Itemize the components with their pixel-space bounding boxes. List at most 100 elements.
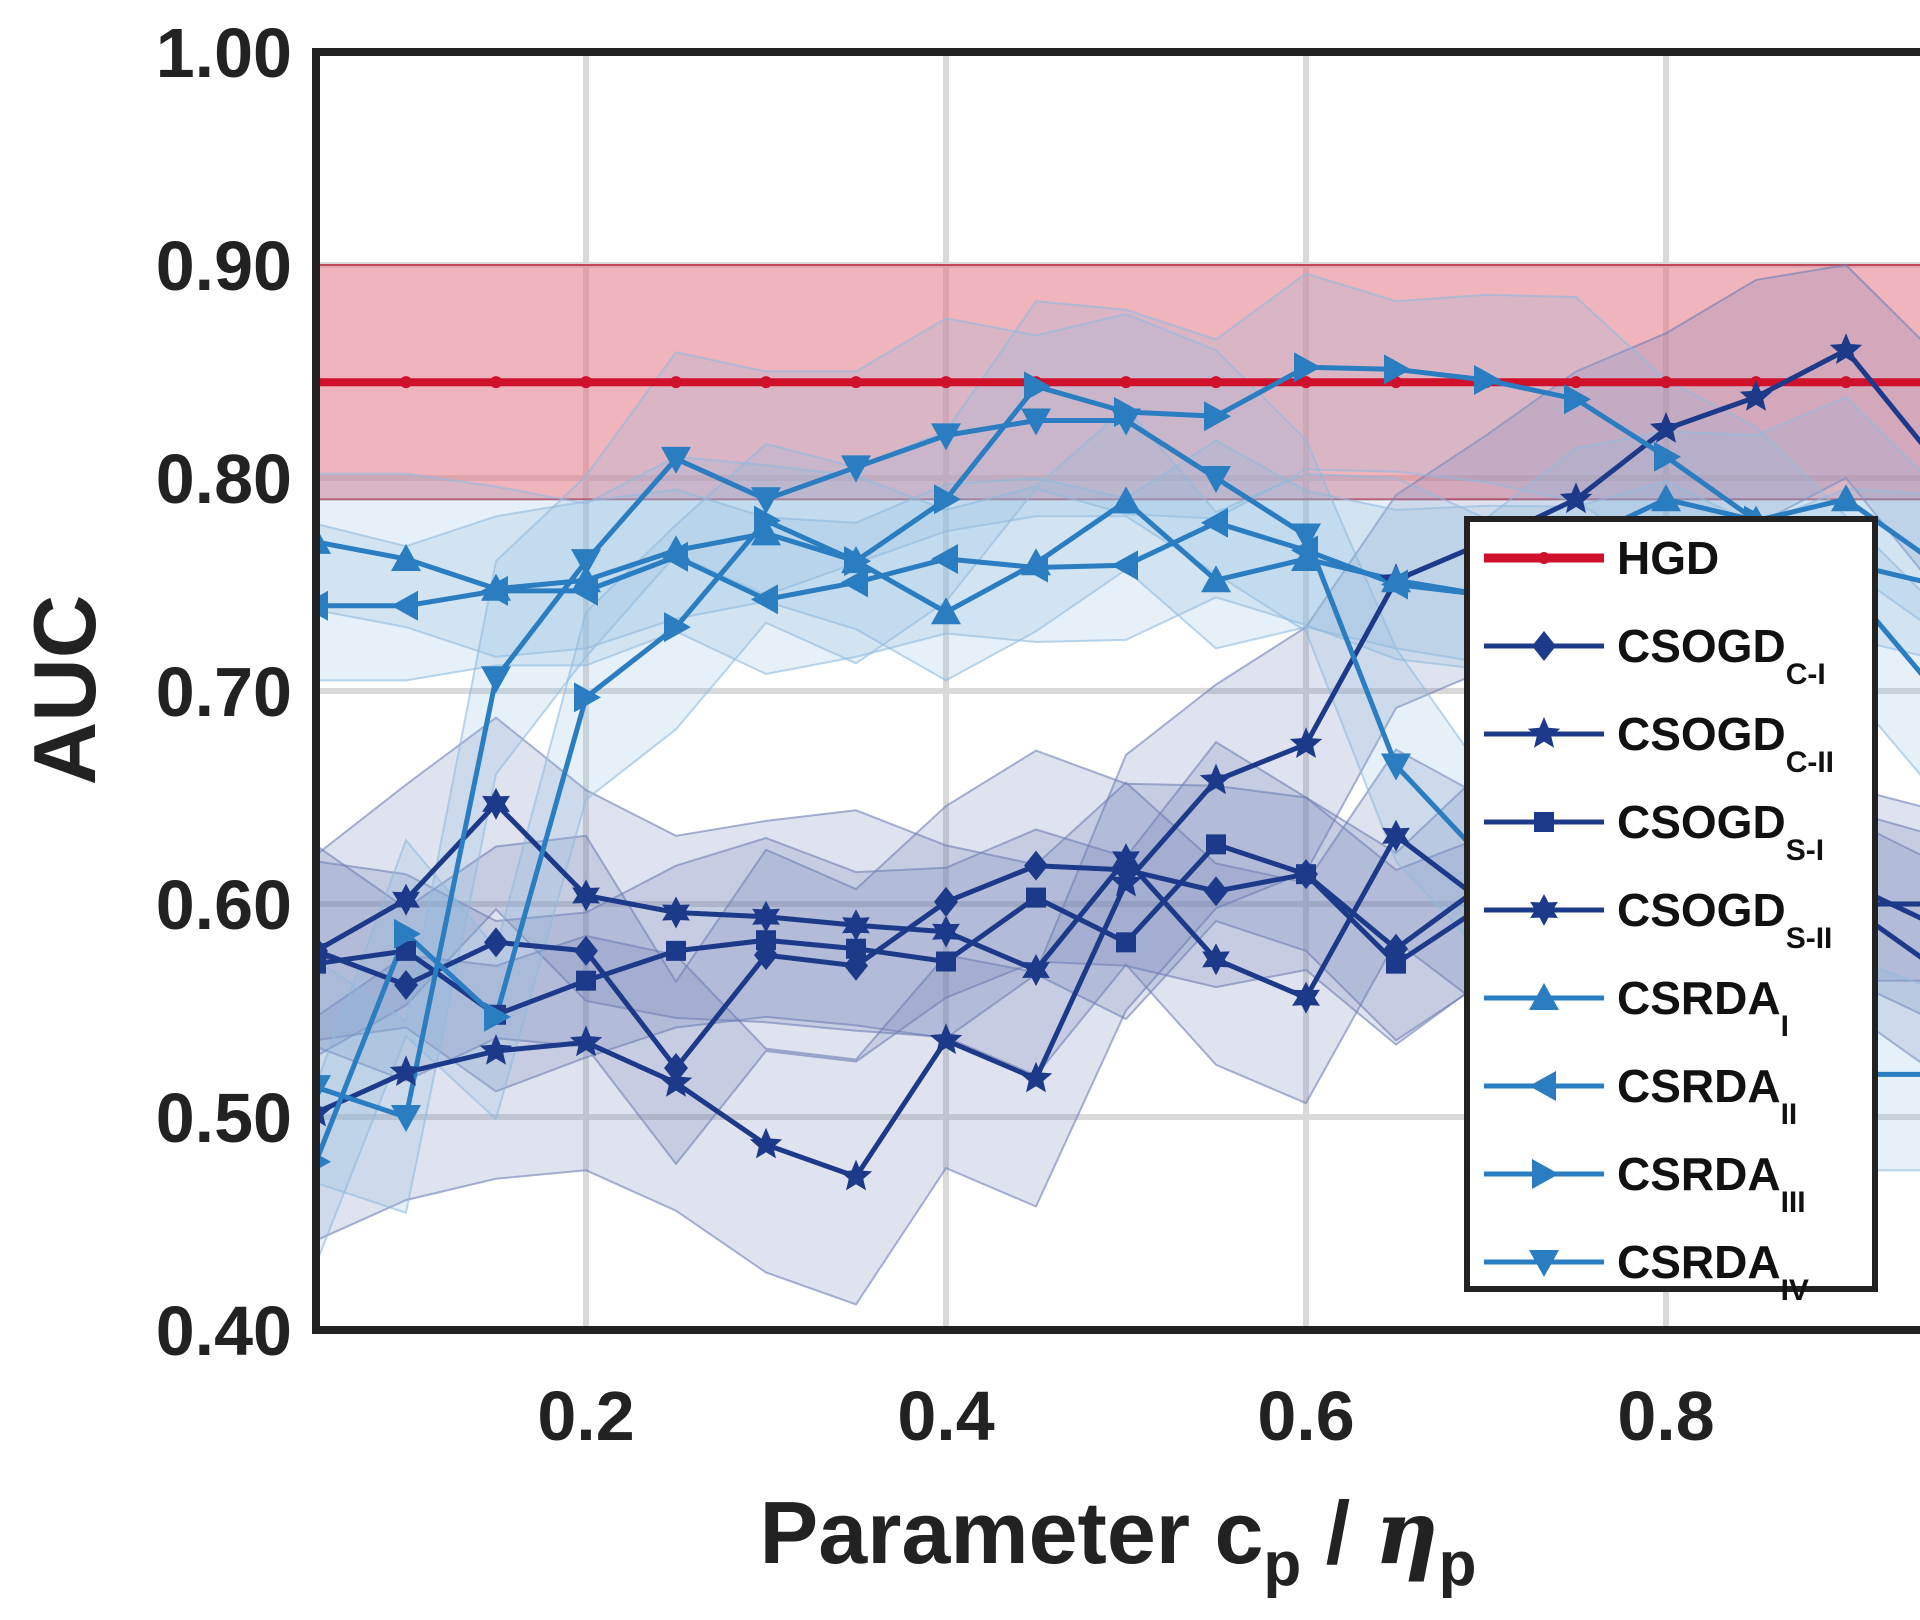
x-axis-title-greek: η <box>1375 1480 1439 1584</box>
marker-CSOGD_S-I-12 <box>1386 953 1406 974</box>
marker-CSRDA_IV-6 <box>841 455 871 483</box>
marker-CSRDA_II-1 <box>391 590 418 621</box>
marker-CSOGD_S-I-6 <box>846 938 866 959</box>
marker-CSRDA_II-2 <box>481 575 508 606</box>
marker-CSRDA_IV-9 <box>1111 408 1141 436</box>
legend-label-main-CSRDA_I: CSRDA <box>1617 972 1781 1024</box>
legend-label-sub-CSRDA_I: I <box>1781 1010 1789 1043</box>
y-tick-label-4: 0.80 <box>156 440 292 518</box>
marker-CSRDA_III-4 <box>664 612 691 643</box>
marker-HGD-15 <box>1660 376 1672 389</box>
marker-CSOGD_C-II-4 <box>659 1065 693 1097</box>
marker-CSOGD_S-I-9 <box>1116 932 1136 953</box>
plot-area-frame <box>312 48 1920 1334</box>
y-tick-label-0: 0.40 <box>156 1292 292 1370</box>
legend-label-CSOGD_C-II: CSOGDC-II <box>1617 708 1834 779</box>
legend-marker-CSRDA_IV <box>1529 1250 1559 1277</box>
marker-HGD-11 <box>1300 376 1312 389</box>
marker-CSOGD_C-I-1 <box>394 969 418 1000</box>
legend-label-sub-CSRDA_III: III <box>1781 1186 1806 1219</box>
marker-CSRDA_I-17 <box>1831 484 1861 512</box>
y-tick-label-2: 0.60 <box>156 866 292 944</box>
legend-label-sub-CSRDA_II: II <box>1781 1098 1798 1131</box>
marker-CSOGD_C-I-10 <box>1204 876 1228 907</box>
marker-HGD-14 <box>1570 376 1582 389</box>
marker-CSOGD_S-II-11 <box>1292 981 1320 1014</box>
legend-marker-CSRDA_II <box>1529 1071 1556 1101</box>
legend-label-main-CSOGD_C-II: CSOGD <box>1617 708 1786 760</box>
marker-CSRDA_I-5 <box>751 518 781 546</box>
marker-CSOGD_C-II-9 <box>1109 865 1143 897</box>
marker-HGD-7 <box>940 376 952 389</box>
marker-CSRDA_IV-10 <box>1201 466 1231 493</box>
marker-CSRDA_III-14 <box>1564 384 1591 415</box>
marker-CSOGD_C-I-7 <box>934 886 958 917</box>
x-axis-title-sub1: p <box>1263 1530 1301 1599</box>
marker-CSRDA_I-15 <box>1651 484 1681 512</box>
marker-CSRDA_II-4 <box>661 541 688 572</box>
marker-CSOGD_S-II-5 <box>752 900 780 933</box>
marker-CSRDA_III-3 <box>574 682 601 713</box>
marker-HGD-2 <box>490 376 502 389</box>
marker-CSRDA_I-9 <box>1111 486 1141 514</box>
legend-label-main-CSOGD_S-I: CSOGD <box>1617 796 1786 848</box>
marker-CSRDA_IV-7 <box>931 423 961 451</box>
marker-CSOGD_S-I-10 <box>1206 834 1226 855</box>
legend-label-CSOGD_S-I: CSOGDS-I <box>1617 796 1824 867</box>
marker-CSRDA_III-12 <box>1384 354 1411 385</box>
legend-label-CSRDA_IV: CSRDAIV <box>1617 1236 1809 1307</box>
marker-CSOGD_C-I-2 <box>484 927 508 958</box>
marker-CSOGD_S-II-12 <box>1382 819 1410 852</box>
marker-CSRDA_II-6 <box>841 567 868 598</box>
marker-CSOGD_S-II-7 <box>932 915 960 948</box>
legend-marker-CSRDA_I <box>1529 983 1559 1010</box>
marker-CSRDA_II-5 <box>751 584 778 615</box>
marker-CSRDA_IV-8 <box>1021 408 1051 436</box>
marker-CSOGD_S-II-4 <box>662 896 690 929</box>
marker-CSOGD_C-II-2 <box>479 1034 513 1065</box>
marker-HGD-10 <box>1210 376 1222 389</box>
y-tick-label-6: 1.00 <box>156 14 292 92</box>
marker-CSRDA_III-7 <box>934 484 961 515</box>
y-tick-label-5: 0.90 <box>156 227 292 305</box>
marker-CSRDA_II-8 <box>1021 552 1048 583</box>
marker-CSRDA_IV-5 <box>751 487 781 515</box>
marker-CSOGD_C-I-8 <box>1024 850 1048 881</box>
marker-HGD-4 <box>670 376 682 389</box>
marker-CSOGD_S-I-8 <box>1026 887 1046 908</box>
legend-label-CSOGD_C-I: CSOGDC-I <box>1617 620 1826 691</box>
legend-label-sub-CSOGD_S-II: S-II <box>1786 922 1833 955</box>
marker-CSOGD_C-II-10 <box>1199 763 1233 795</box>
legend-label-CSOGD_S-II: CSOGDS-II <box>1617 884 1832 955</box>
marker-CSOGD_C-II-3 <box>569 1025 603 1057</box>
legend-marker-CSOGD_C-II <box>1527 717 1561 748</box>
legend-label-sub-CSRDA_IV: IV <box>1781 1274 1809 1307</box>
legend: HGDCSOGDC-ICSOGDC-IICSOGDS-ICSOGDS-IICSR… <box>1464 516 1878 1307</box>
y-tick-labels: 0.40 0.50 0.60 0.70 0.80 0.90 1.00 <box>156 14 292 1370</box>
marker-CSOGD_S-I-5 <box>756 930 776 951</box>
marker-CSRDA_III-15 <box>1654 441 1681 472</box>
y-tick-label-1: 0.50 <box>156 1079 292 1157</box>
legend-label-HGD: HGD <box>1617 532 1719 584</box>
marker-CSOGD_S-I-0 <box>316 953 326 974</box>
legend-label-sub-CSOGD_C-I: C-I <box>1786 658 1826 691</box>
marker-CSOGD_S-II-6 <box>842 909 870 942</box>
marker-CSOGD_C-II-15 <box>1649 412 1683 443</box>
marker-CSRDA_III-13 <box>1474 365 1501 396</box>
marker-CSRDA_IV-12 <box>1381 753 1411 781</box>
marker-CSOGD_S-I-1 <box>396 940 416 961</box>
legend-label-main-CSRDA_II: CSRDA <box>1617 1060 1781 1112</box>
marker-CSRDA_I-10 <box>1201 565 1231 593</box>
marker-CSOGD_C-II-1 <box>389 1055 423 1086</box>
marker-CSOGD_C-II-6 <box>839 1159 873 1191</box>
marker-CSOGD_C-II-17 <box>1829 333 1863 364</box>
legend-label-main-CSRDA_III: CSRDA <box>1617 1148 1781 1200</box>
marker-CSRDA_II-7 <box>931 543 958 574</box>
legend-label-sub-CSOGD_C-II: C-II <box>1786 746 1834 779</box>
marker-CSOGD_C-II-11 <box>1289 727 1323 758</box>
marker-CSOGD_S-I-7 <box>936 951 956 972</box>
marker-HGD-9 <box>1120 376 1132 389</box>
marker-CSRDA_IV-11 <box>1291 523 1321 551</box>
legend-label-main-CSOGD_C-I: CSOGD <box>1617 620 1786 672</box>
marker-CSOGD_C-II-5 <box>749 1127 783 1159</box>
